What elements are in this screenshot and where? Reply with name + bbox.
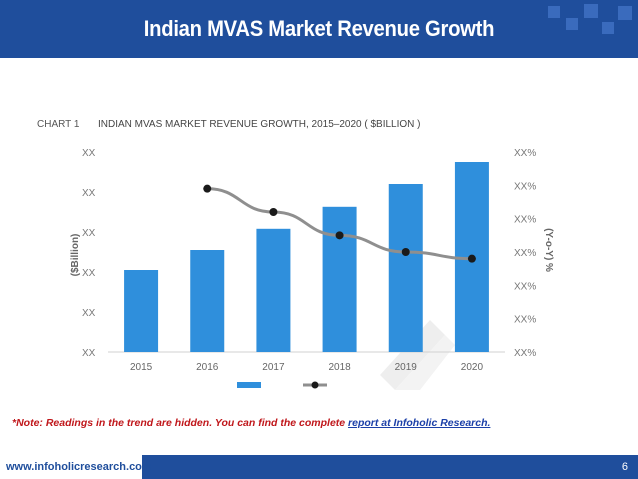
footnote-text: *Note: Readings in the trend are hidden.… xyxy=(12,417,349,429)
y2-tick-label: XX% xyxy=(514,281,536,292)
y2-tick-label: XX% xyxy=(514,215,536,226)
header-bar xyxy=(0,0,638,58)
x-tick-label: 2015 xyxy=(130,362,153,373)
y-tick-label: XX xyxy=(82,148,96,159)
y2-tick-label: XX% xyxy=(514,348,536,359)
bar xyxy=(124,270,159,352)
growth-point xyxy=(401,248,410,256)
x-tick-label: 2017 xyxy=(262,362,285,373)
x-tick-label: 2019 xyxy=(395,362,418,373)
y-tick-label: XX xyxy=(82,188,96,199)
bar xyxy=(388,184,423,352)
y2-tick-label: XX% xyxy=(514,248,536,259)
x-tick-label: 2016 xyxy=(196,362,219,373)
bar xyxy=(322,206,357,352)
growth-point xyxy=(467,254,476,263)
bar xyxy=(256,228,291,352)
growth-point xyxy=(269,208,278,216)
y2-tick-label: XX% xyxy=(514,181,536,192)
revenue-chart: CHART 1 INDIAN MVAS MARKET REVENUE GROWT… xyxy=(37,119,554,390)
y-tick-label: XX xyxy=(82,348,96,359)
legend-line-marker xyxy=(311,381,319,389)
header-decoration xyxy=(548,6,560,18)
report-link[interactable]: report at Infoholic Research. xyxy=(348,417,491,429)
legend-bar-swatch xyxy=(237,382,261,388)
header-decoration xyxy=(618,6,632,20)
header-decoration xyxy=(602,22,614,34)
y2-tick-label: XX% xyxy=(514,315,536,326)
y2-axis-label: (Y-o-Y) % xyxy=(543,228,554,272)
y-tick-label: XX xyxy=(82,228,96,239)
footnote: *Note: Readings in the trend are hidden.… xyxy=(12,417,490,429)
chart-number-label: CHART 1 xyxy=(37,119,80,130)
slide-title: Indian MVAS Market Revenue Growth xyxy=(143,16,495,41)
y-tick-label: XX xyxy=(82,308,96,319)
watermark-logo xyxy=(380,320,455,390)
bar xyxy=(190,250,225,352)
x-tick-label: 2018 xyxy=(328,362,351,373)
header-decoration xyxy=(584,4,598,18)
footer-website[interactable]: www.infoholicresearch.com xyxy=(0,455,152,479)
chart-title: INDIAN MVAS MARKET REVENUE GROWTH, 2015–… xyxy=(98,119,421,130)
growth-point xyxy=(335,231,344,240)
growth-point xyxy=(203,184,212,193)
header-decoration xyxy=(566,18,578,30)
y-axis-label: ($Billion) xyxy=(70,234,81,277)
x-tick-label: 2020 xyxy=(461,362,484,373)
y2-tick-label: XX% xyxy=(514,148,536,159)
page-number: 6 xyxy=(621,461,628,473)
y-tick-label: XX xyxy=(82,268,96,279)
